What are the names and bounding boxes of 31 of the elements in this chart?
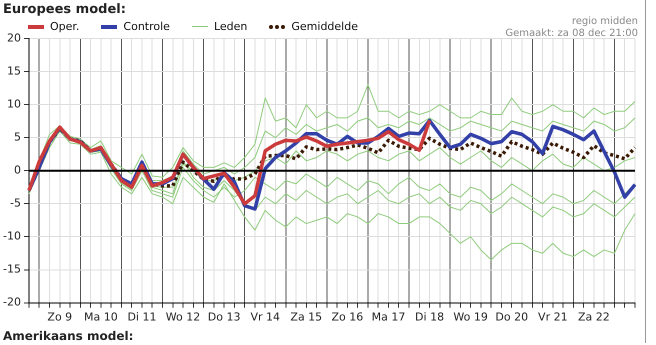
legend-label: Controle (123, 20, 170, 33)
y-tick-label: 0 (14, 164, 21, 177)
legend-label: Gemiddelde (291, 20, 358, 33)
y-tick-label: 20 (6, 31, 21, 44)
x-tick-label: Di 18 (415, 310, 444, 324)
legend-label: Leden (214, 20, 248, 33)
x-tick-label: Zo 9 (47, 310, 72, 324)
x-tick-label: Ma 17 (372, 310, 406, 324)
text: regio midden (570, 16, 638, 28)
x-tick-label: Di 11 (127, 310, 156, 324)
x-tick-label: Za 22 (578, 310, 610, 324)
y-tick-label: -20 (3, 296, 21, 309)
x-tick-label: Do 13 (208, 310, 240, 324)
legend-label: Oper. (50, 20, 80, 33)
x-tick-label: Vr 21 (538, 310, 568, 324)
x-tick-label: Zo 16 (332, 310, 364, 324)
x-tick-label: Wo 12 (166, 310, 200, 324)
text: Amerikaans model: (3, 329, 134, 343)
y-tick-label: 10 (6, 98, 21, 111)
annotation: Gemaakt: za 08 dec 21:00 (505, 28, 638, 40)
x-tick-label: Za 15 (290, 310, 322, 324)
y-tick-label: -15 (3, 262, 21, 276)
x-tick-label: Do 20 (495, 310, 528, 324)
y-tick-label: -10 (3, 230, 21, 243)
y-tick-label: 5 (14, 130, 21, 144)
x-tick-label: Ma 10 (84, 310, 118, 324)
chart-title: Europees model: (3, 2, 126, 17)
x-tick-label: Wo 19 (453, 310, 488, 324)
y-tick-label: 15 (6, 64, 21, 78)
y-tick-label: -5 (10, 196, 21, 210)
x-tick-label: Vr 14 (250, 310, 280, 324)
